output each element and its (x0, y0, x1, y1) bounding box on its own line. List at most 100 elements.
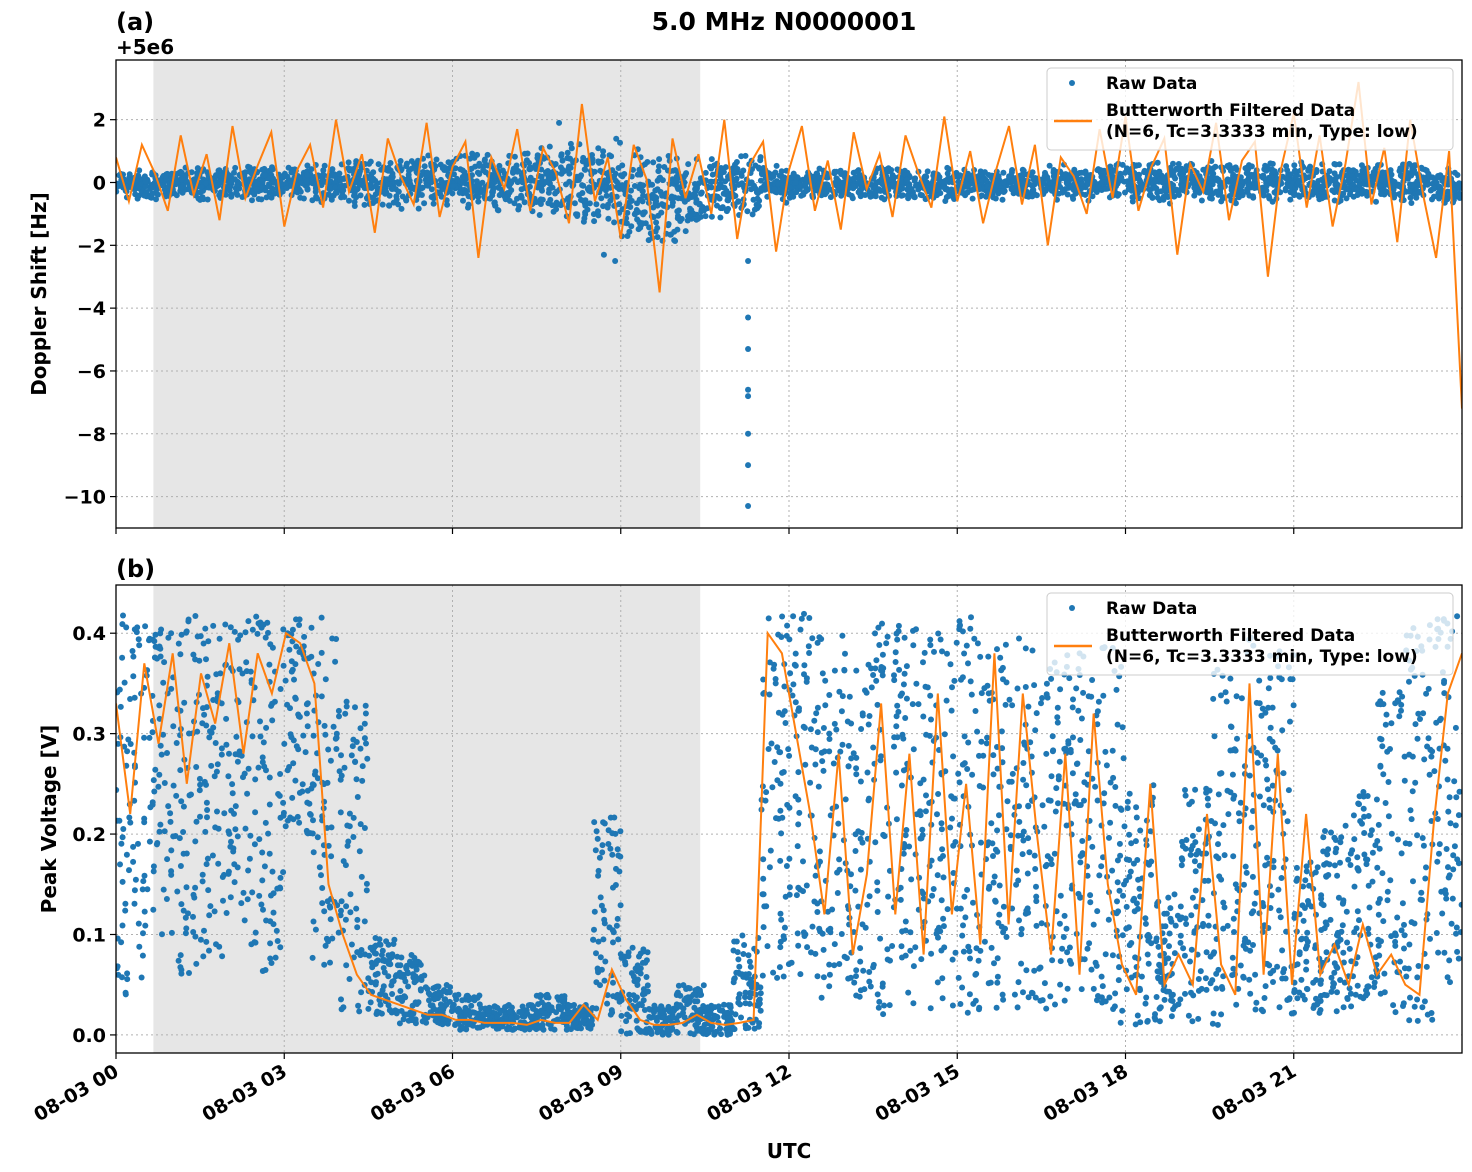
b-raw-point (479, 1011, 486, 1018)
b-raw-point (333, 746, 340, 752)
b-raw-point (248, 941, 255, 948)
a-raw-point (686, 212, 693, 219)
a-raw-point (1128, 187, 1135, 194)
b-raw-point (212, 740, 219, 746)
a-raw-point (231, 169, 237, 176)
a-raw-point (1019, 174, 1026, 181)
a-raw-point (724, 197, 731, 204)
a-raw-point (740, 167, 747, 174)
b-raw-point (340, 858, 347, 865)
b-y-tick-label: 0.2 (72, 824, 106, 846)
b-raw-point (163, 896, 170, 902)
b-raw-point (634, 962, 641, 969)
b-raw-point (240, 774, 246, 781)
a-raw-point (254, 180, 261, 187)
a-raw-point (591, 218, 598, 225)
a-raw-point (1207, 175, 1213, 182)
a-raw-point (492, 202, 499, 209)
a-raw-point (567, 164, 574, 171)
b-raw-point (192, 838, 199, 845)
a-raw-point (1119, 161, 1126, 168)
a-raw-point (899, 192, 906, 199)
b-raw-point (386, 1007, 393, 1014)
a-raw-point (526, 183, 533, 190)
b-raw-point (616, 868, 623, 875)
a-raw-point (395, 188, 402, 195)
b-raw-point (117, 703, 124, 710)
a-raw-point (802, 181, 809, 188)
b-raw-point (203, 938, 210, 945)
b-raw-point (118, 939, 125, 946)
a-raw-point (382, 188, 389, 195)
b-raw-point (309, 954, 316, 961)
b-raw-point (244, 896, 251, 903)
a-raw-point (983, 193, 990, 200)
b-raw-point (342, 710, 349, 717)
b-raw-point (141, 819, 148, 826)
a-raw-point (1158, 188, 1165, 195)
b-raw-point (252, 776, 259, 783)
a-raw-point (1183, 163, 1190, 170)
b-raw-point (669, 1025, 676, 1032)
a-raw-point (1170, 173, 1177, 180)
b-raw-point (196, 775, 203, 782)
a-raw-point (226, 187, 233, 194)
b-raw-point (292, 777, 299, 784)
b-raw-point (696, 992, 703, 998)
a-raw-point (595, 158, 602, 165)
b-raw-point (604, 992, 611, 999)
b-raw-point (257, 733, 264, 740)
a-raw-point (702, 169, 709, 176)
b-raw-point (219, 953, 226, 960)
b-raw-point (430, 1006, 437, 1013)
a-raw-point (568, 145, 575, 152)
b-raw-point (203, 799, 210, 806)
b-raw-point (617, 828, 624, 835)
b-raw-point (292, 695, 299, 702)
b-raw-point (691, 998, 698, 1005)
b-raw-point (242, 825, 249, 832)
a-raw-point (1415, 189, 1422, 196)
a-raw-point (695, 215, 702, 222)
b-raw-point (357, 821, 364, 828)
a-raw-point (1103, 185, 1110, 192)
b-raw-point (133, 629, 140, 636)
a-raw-point (800, 191, 807, 198)
b-raw-point (161, 780, 168, 786)
a-raw-point (351, 199, 358, 205)
b-raw-point (352, 758, 359, 765)
a-raw-point (173, 192, 180, 199)
a-raw-point (1263, 187, 1270, 194)
b-raw-point (293, 743, 300, 750)
a-raw-point (1012, 188, 1019, 195)
b-raw-point (255, 620, 262, 627)
b-raw-point (348, 941, 355, 948)
a-raw-point (476, 160, 483, 167)
a-raw-point (1397, 165, 1404, 172)
a-raw-point (611, 219, 618, 226)
b-raw-point (288, 668, 295, 675)
a-marks (116, 81, 1462, 510)
a-raw-point (735, 181, 742, 188)
a-raw-point (1456, 180, 1462, 187)
a-raw-point (858, 186, 865, 193)
b-raw-point (338, 907, 344, 914)
b-raw-point (158, 751, 165, 758)
a-raw-point (674, 215, 681, 222)
b-raw-point (692, 987, 699, 994)
a-raw-point (792, 179, 799, 186)
b-raw-point (156, 702, 163, 709)
a-raw-point (1208, 195, 1215, 202)
b-raw-point (362, 710, 369, 717)
b-raw-point (692, 1022, 699, 1029)
b-raw-point (390, 941, 397, 947)
a-raw-point (1291, 189, 1298, 196)
b-raw-point (718, 1031, 724, 1038)
a-raw-point (589, 156, 596, 163)
b-raw-point (256, 892, 263, 899)
b-raw-point (610, 884, 616, 891)
b-raw-point (422, 1015, 429, 1022)
a-raw-point (1089, 193, 1096, 200)
b-raw-point (266, 774, 273, 781)
